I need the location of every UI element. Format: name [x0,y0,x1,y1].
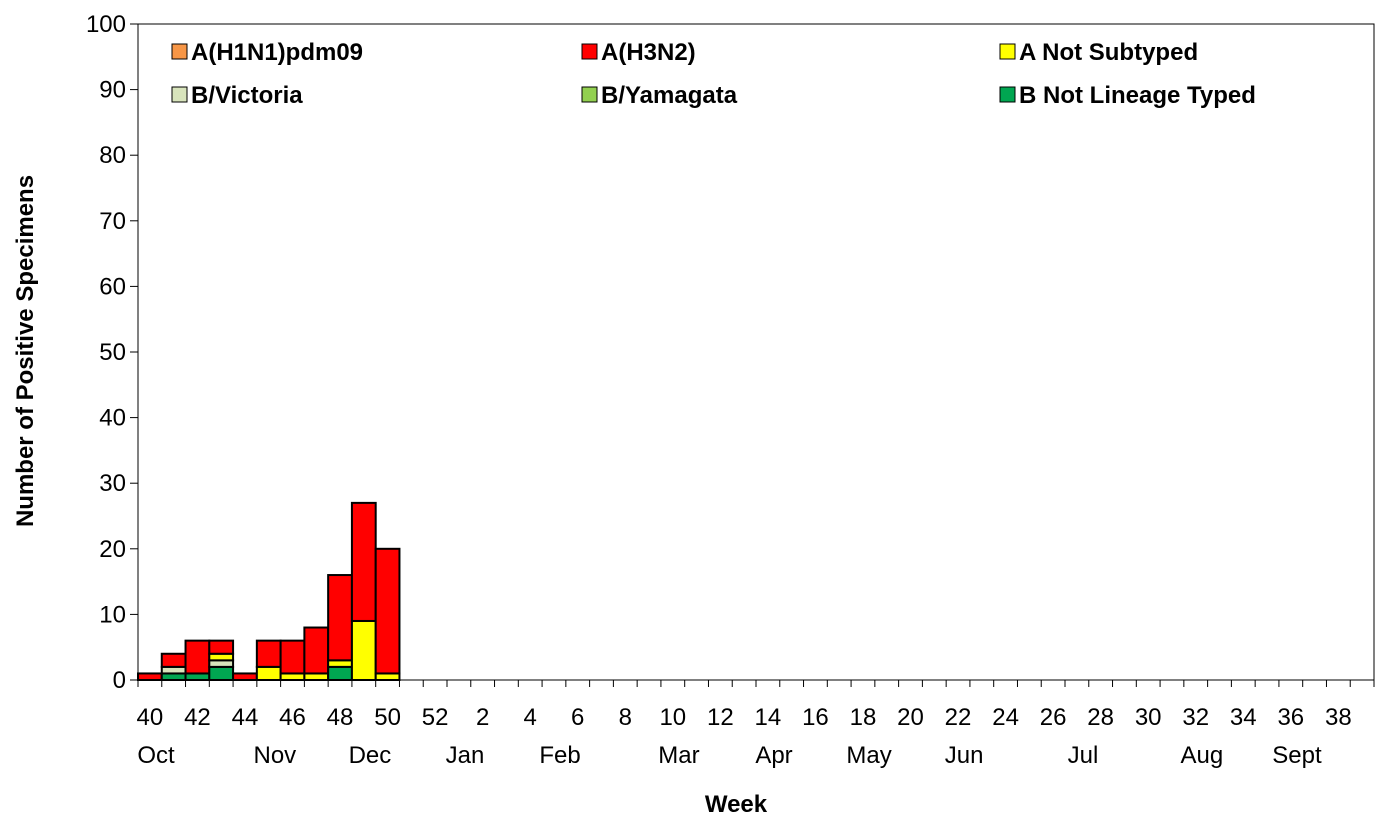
x-tick-label: 22 [945,704,972,731]
x-tick-label: 16 [802,704,829,731]
month-label: Jul [1068,742,1099,769]
x-tick-label: 14 [755,704,782,731]
month-label: Mar [658,742,699,769]
x-tick-label: 12 [707,704,734,731]
legend-swatch [171,43,188,60]
x-tick-label: 44 [232,704,259,731]
x-tick-label: 48 [327,704,354,731]
x-tick-label: 50 [374,704,401,731]
y-tick-label: 70 [99,208,126,235]
x-tick-label: 36 [1277,704,1304,731]
x-tick-label: 6 [571,704,584,731]
bar-segment [208,639,235,655]
y-tick-label: 100 [86,11,126,38]
legend-label: A(H3N2) [601,39,696,66]
y-tick-label: 40 [99,405,126,432]
y-tick-label: 0 [113,667,126,694]
x-tick-label: 10 [659,704,686,731]
y-tick-label: 90 [99,77,126,104]
y-tick-label: 60 [99,273,126,300]
y-tick-label: 20 [99,536,126,563]
x-tick-label: 30 [1135,704,1162,731]
month-label: Sept [1272,742,1322,769]
bar-segment [255,665,282,682]
y-tick-label: 80 [99,142,126,169]
x-tick-label: 18 [850,704,877,731]
month-label: Aug [1180,742,1223,769]
x-tick-label: 26 [1040,704,1067,731]
x-tick-label: 40 [137,704,164,731]
bars [137,501,401,682]
legend-swatch [999,43,1016,60]
x-tick-label: 42 [184,704,211,731]
x-tick-label: 38 [1325,704,1352,731]
x-tick-label: 8 [619,704,632,731]
x-tick-label: 20 [897,704,924,731]
legend-label: B Not Lineage Typed [1019,82,1256,109]
legend-swatch [581,86,598,103]
month-label: Nov [254,742,297,769]
x-axis-title: Week [705,791,768,816]
bar-segment [350,501,377,622]
x-tick-label: 4 [524,704,537,731]
legend-label: B/Victoria [191,82,303,109]
x-tick-label: 34 [1230,704,1257,731]
bar-segment [184,639,211,675]
x-tick-label: 32 [1182,704,1209,731]
month-label: Jun [945,742,984,769]
bar-segment [208,665,235,682]
y-tick-label: 10 [99,601,126,628]
month-label: May [846,742,891,769]
y-axis-title: Number of Positive Specimens [12,175,39,527]
x-tick-label: 52 [422,704,449,731]
x-tick-label: 24 [992,704,1019,731]
plot-area [137,23,1375,681]
legend-label: A(H1N1)pdm09 [191,39,363,66]
axes [130,23,1375,687]
x-tick-label: 46 [279,704,306,731]
bar-segment [255,639,282,668]
month-label: Feb [539,742,580,769]
bar-segment [137,672,163,682]
bar-segment [279,639,306,675]
x-tick-label: 2 [476,704,489,731]
bar-segment [303,626,330,675]
bar-segment [160,652,187,668]
month-label: Oct [137,742,175,769]
month-label: Dec [349,742,392,769]
bar-segment [374,547,401,675]
legend-swatch [999,86,1016,103]
month-label: Jan [446,742,485,769]
bar-segment [327,665,353,682]
month-label: Apr [755,742,792,769]
legend-label: A Not Subtyped [1019,39,1198,66]
y-tick-label: 50 [99,339,126,366]
x-tick-label: 28 [1087,704,1114,731]
bar-segment [350,619,377,682]
bar-segment [232,672,258,682]
plot-border [137,23,1375,681]
legend: A(H1N1)pdm09 A(H3N2) A Not Subtyped B/Victo… [171,39,1256,109]
legend-swatch [171,86,188,103]
bar-segment [327,574,353,662]
legend-swatch [581,43,598,60]
y-tick-label: 30 [99,470,126,497]
legend-label: B/Yamagata [601,82,738,109]
